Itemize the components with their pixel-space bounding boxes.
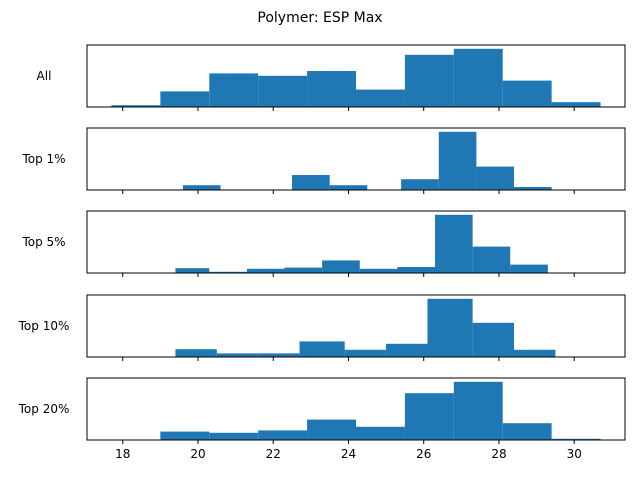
bar [209, 73, 259, 107]
bar [551, 438, 601, 440]
panel-label: Top 5% [21, 235, 65, 249]
panel-label: Top 10% [18, 319, 70, 333]
bar [258, 430, 308, 440]
bar [182, 185, 221, 190]
bar [514, 187, 552, 190]
bar [175, 349, 217, 357]
bar [472, 322, 515, 357]
bar [472, 246, 511, 273]
bar [551, 102, 601, 107]
panel-4: Top 10% [18, 294, 626, 361]
panel-label: Top 1% [21, 152, 65, 166]
x-tick-label: 20 [190, 447, 205, 461]
axes-frame [86, 377, 626, 441]
bar [438, 131, 477, 190]
bar [453, 381, 503, 440]
bar [284, 267, 323, 273]
bar [111, 105, 161, 107]
bar [258, 353, 300, 357]
x-tick-label: 18 [115, 447, 130, 461]
bar [356, 426, 405, 440]
bar [329, 185, 368, 190]
bar [453, 48, 503, 107]
axes-frame [86, 127, 626, 191]
bar [307, 419, 356, 440]
bar [356, 89, 405, 107]
bar [359, 268, 398, 273]
bar [397, 267, 436, 273]
bar [246, 268, 285, 273]
bar [404, 54, 454, 107]
bar [427, 298, 473, 357]
bar [209, 271, 247, 273]
x-tick-label: 28 [491, 447, 506, 461]
panel-label: All [37, 69, 52, 83]
bar [209, 432, 259, 440]
bar [216, 353, 259, 357]
panel-5: Top 20% 18 20 22 24 26 28 30 [18, 377, 626, 461]
bar [386, 343, 428, 357]
bar [404, 393, 454, 440]
panel-1: All [37, 44, 626, 111]
bar [401, 179, 439, 190]
bar [502, 80, 552, 107]
x-tick-label: 22 [266, 447, 281, 461]
panel-label: Top 20% [18, 402, 70, 416]
bar [344, 349, 387, 357]
bar [435, 214, 473, 273]
bar [160, 431, 210, 440]
bar [476, 166, 515, 190]
panel-2: Top 1% [21, 127, 626, 194]
bar [292, 175, 330, 190]
bar [322, 260, 360, 273]
chart-title: Polymer: ESP Max [257, 10, 382, 26]
bar [307, 71, 356, 107]
bar [160, 91, 210, 107]
x-tick-label: 30 [567, 447, 582, 461]
x-tick-label: 24 [341, 447, 356, 461]
x-tick-label: 26 [416, 447, 431, 461]
bar [258, 75, 308, 107]
bar [299, 341, 345, 357]
bar [510, 264, 548, 273]
axes-frame [86, 44, 626, 108]
axes-frame [86, 294, 626, 358]
bar [514, 349, 556, 357]
panel-3: Top 5% [21, 210, 626, 277]
panels-container: All Top 1% Top 5% Top 10% Top 20% 18 20 22 24 26 2… [18, 44, 626, 461]
bar [502, 423, 552, 440]
bar [175, 268, 210, 273]
axes-frame [86, 210, 626, 274]
